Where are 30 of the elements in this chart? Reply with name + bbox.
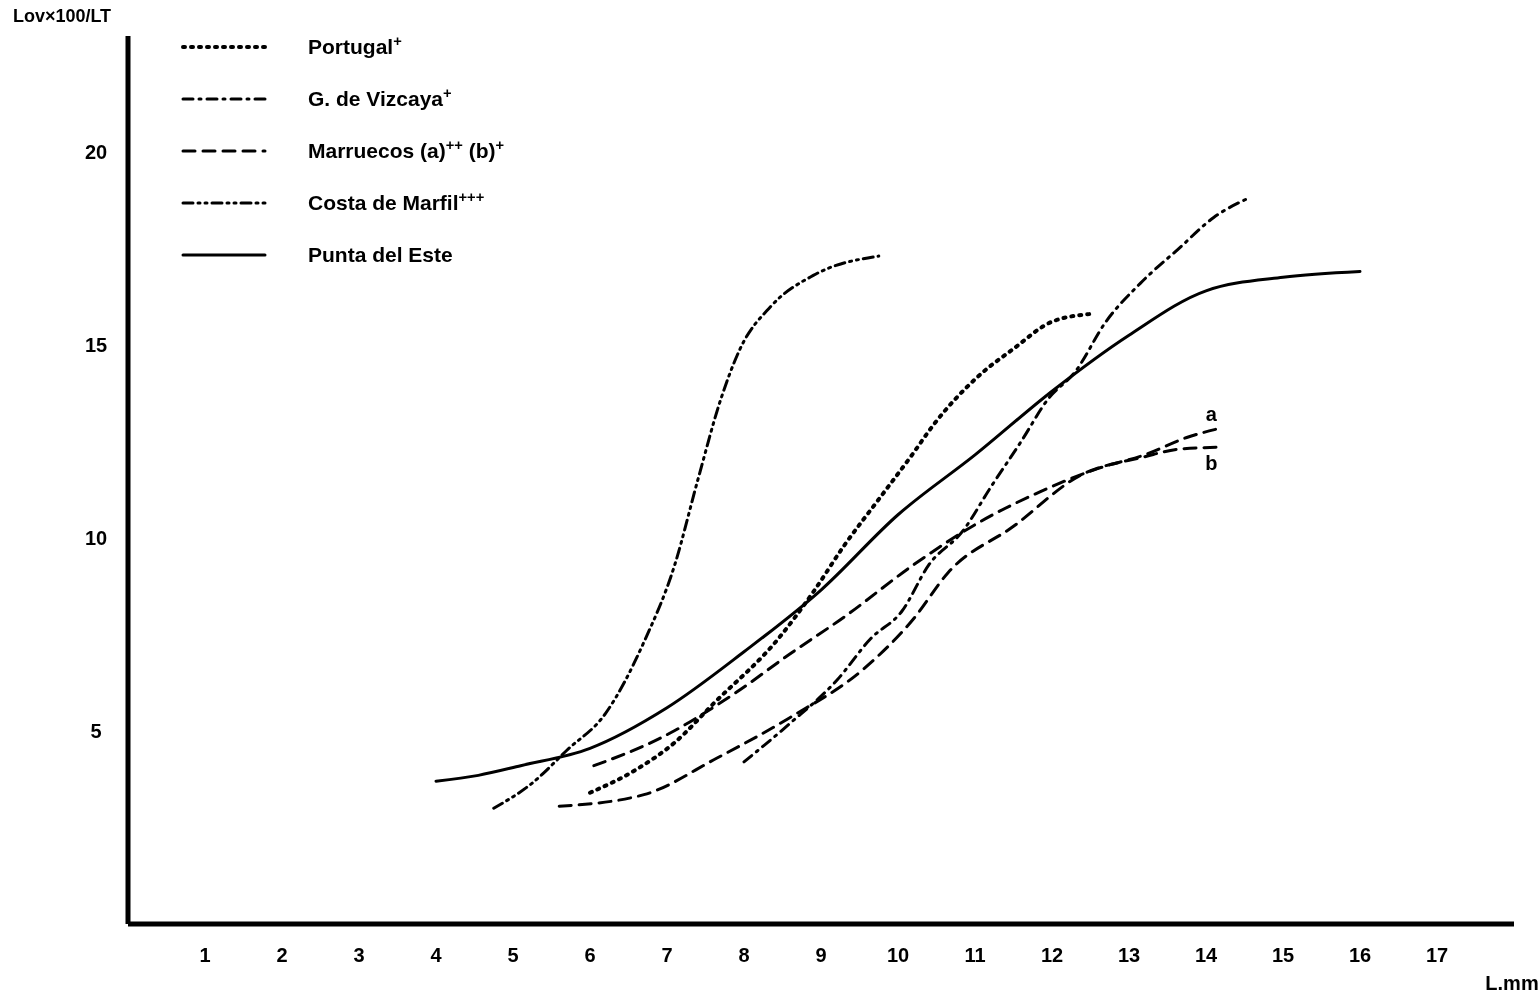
x-tick-label: 14 xyxy=(1194,944,1218,966)
legend-label: Costa de Marfil$^{+++}$ xyxy=(308,189,485,215)
x-axis-title: L.mm xyxy=(1485,972,1538,994)
y-tick-label: 20 xyxy=(84,140,108,163)
legend-label: Portugal$^{+}$ xyxy=(308,33,402,59)
legend-label: Punta del Este xyxy=(308,243,453,267)
legend-label: Marruecos (a)$^{++}$ (b)$^{+}$ xyxy=(308,137,505,163)
x-tick-label: 6 xyxy=(584,944,596,966)
x-tick-label: 1 xyxy=(199,944,211,966)
legend-label: G. de Vizcaya$^{+}$ xyxy=(308,85,452,111)
y-axis-title: Lov×100/LT xyxy=(12,6,112,26)
annotation: b xyxy=(1205,452,1218,475)
x-tick-label: 5 xyxy=(507,944,519,966)
x-tick-label: 2 xyxy=(276,944,288,966)
y-tick-label: 15 xyxy=(84,333,108,356)
x-tick-label: 12 xyxy=(1040,944,1064,966)
x-tick-label: 8 xyxy=(738,944,750,966)
annotation: a xyxy=(1205,402,1218,425)
x-tick-label: 11 xyxy=(964,944,986,966)
x-tick-label: 3 xyxy=(353,944,365,966)
x-tick-label: 10 xyxy=(886,944,910,966)
y-tick-label: 5 xyxy=(90,719,102,742)
x-tick-label: 4 xyxy=(430,944,443,966)
x-tick-label: 15 xyxy=(1271,944,1295,966)
x-tick-label: 16 xyxy=(1348,944,1372,966)
x-tick-label: 17 xyxy=(1425,944,1449,966)
x-tick-label: 13 xyxy=(1117,944,1141,966)
x-tick-label: 7 xyxy=(661,944,673,966)
y-tick-label: 10 xyxy=(84,526,108,549)
x-tick-label: 9 xyxy=(815,944,827,966)
